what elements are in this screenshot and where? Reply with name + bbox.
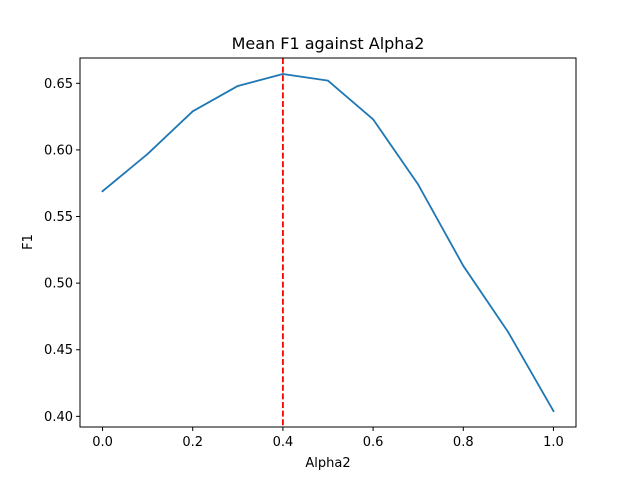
y-tick-label: 0.60 <box>44 143 73 158</box>
x-tick-label: 0.6 <box>363 435 384 450</box>
x-axis-label: Alpha2 <box>305 456 350 471</box>
y-axis-ticks: 0.40 0.45 0.50 0.55 0.60 0.65 <box>44 77 80 425</box>
data-point <box>191 110 194 113</box>
data-point <box>101 190 104 193</box>
x-tick-label: 0.2 <box>182 435 203 450</box>
x-tick-label: 0.4 <box>273 435 294 450</box>
data-point <box>552 410 555 412</box>
x-tick-label: 0.8 <box>453 435 474 450</box>
data-point <box>327 79 329 82</box>
plot-area <box>101 58 555 427</box>
y-tick-label: 0.45 <box>44 343 73 358</box>
chart-title: Mean F1 against Alpha2 <box>232 34 425 53</box>
data-point <box>462 264 465 267</box>
y-tick-label: 0.65 <box>44 77 73 92</box>
x-tick-label: 1.0 <box>543 435 564 450</box>
data-point <box>372 118 374 121</box>
data-point <box>236 85 239 87</box>
data-point <box>282 73 284 75</box>
y-tick-label: 0.55 <box>44 210 73 225</box>
x-axis-ticks: 0.0 0.2 0.4 0.6 0.8 1.0 <box>92 427 564 450</box>
y-tick-label: 0.50 <box>44 277 73 292</box>
y-axis-label: F1 <box>21 234 36 250</box>
axes-frame <box>79 57 577 428</box>
y-tick-label: 0.40 <box>44 410 73 425</box>
data-point <box>417 183 420 186</box>
data-point <box>146 153 149 155</box>
data-point <box>507 331 510 334</box>
x-tick-label: 0.0 <box>92 435 113 450</box>
